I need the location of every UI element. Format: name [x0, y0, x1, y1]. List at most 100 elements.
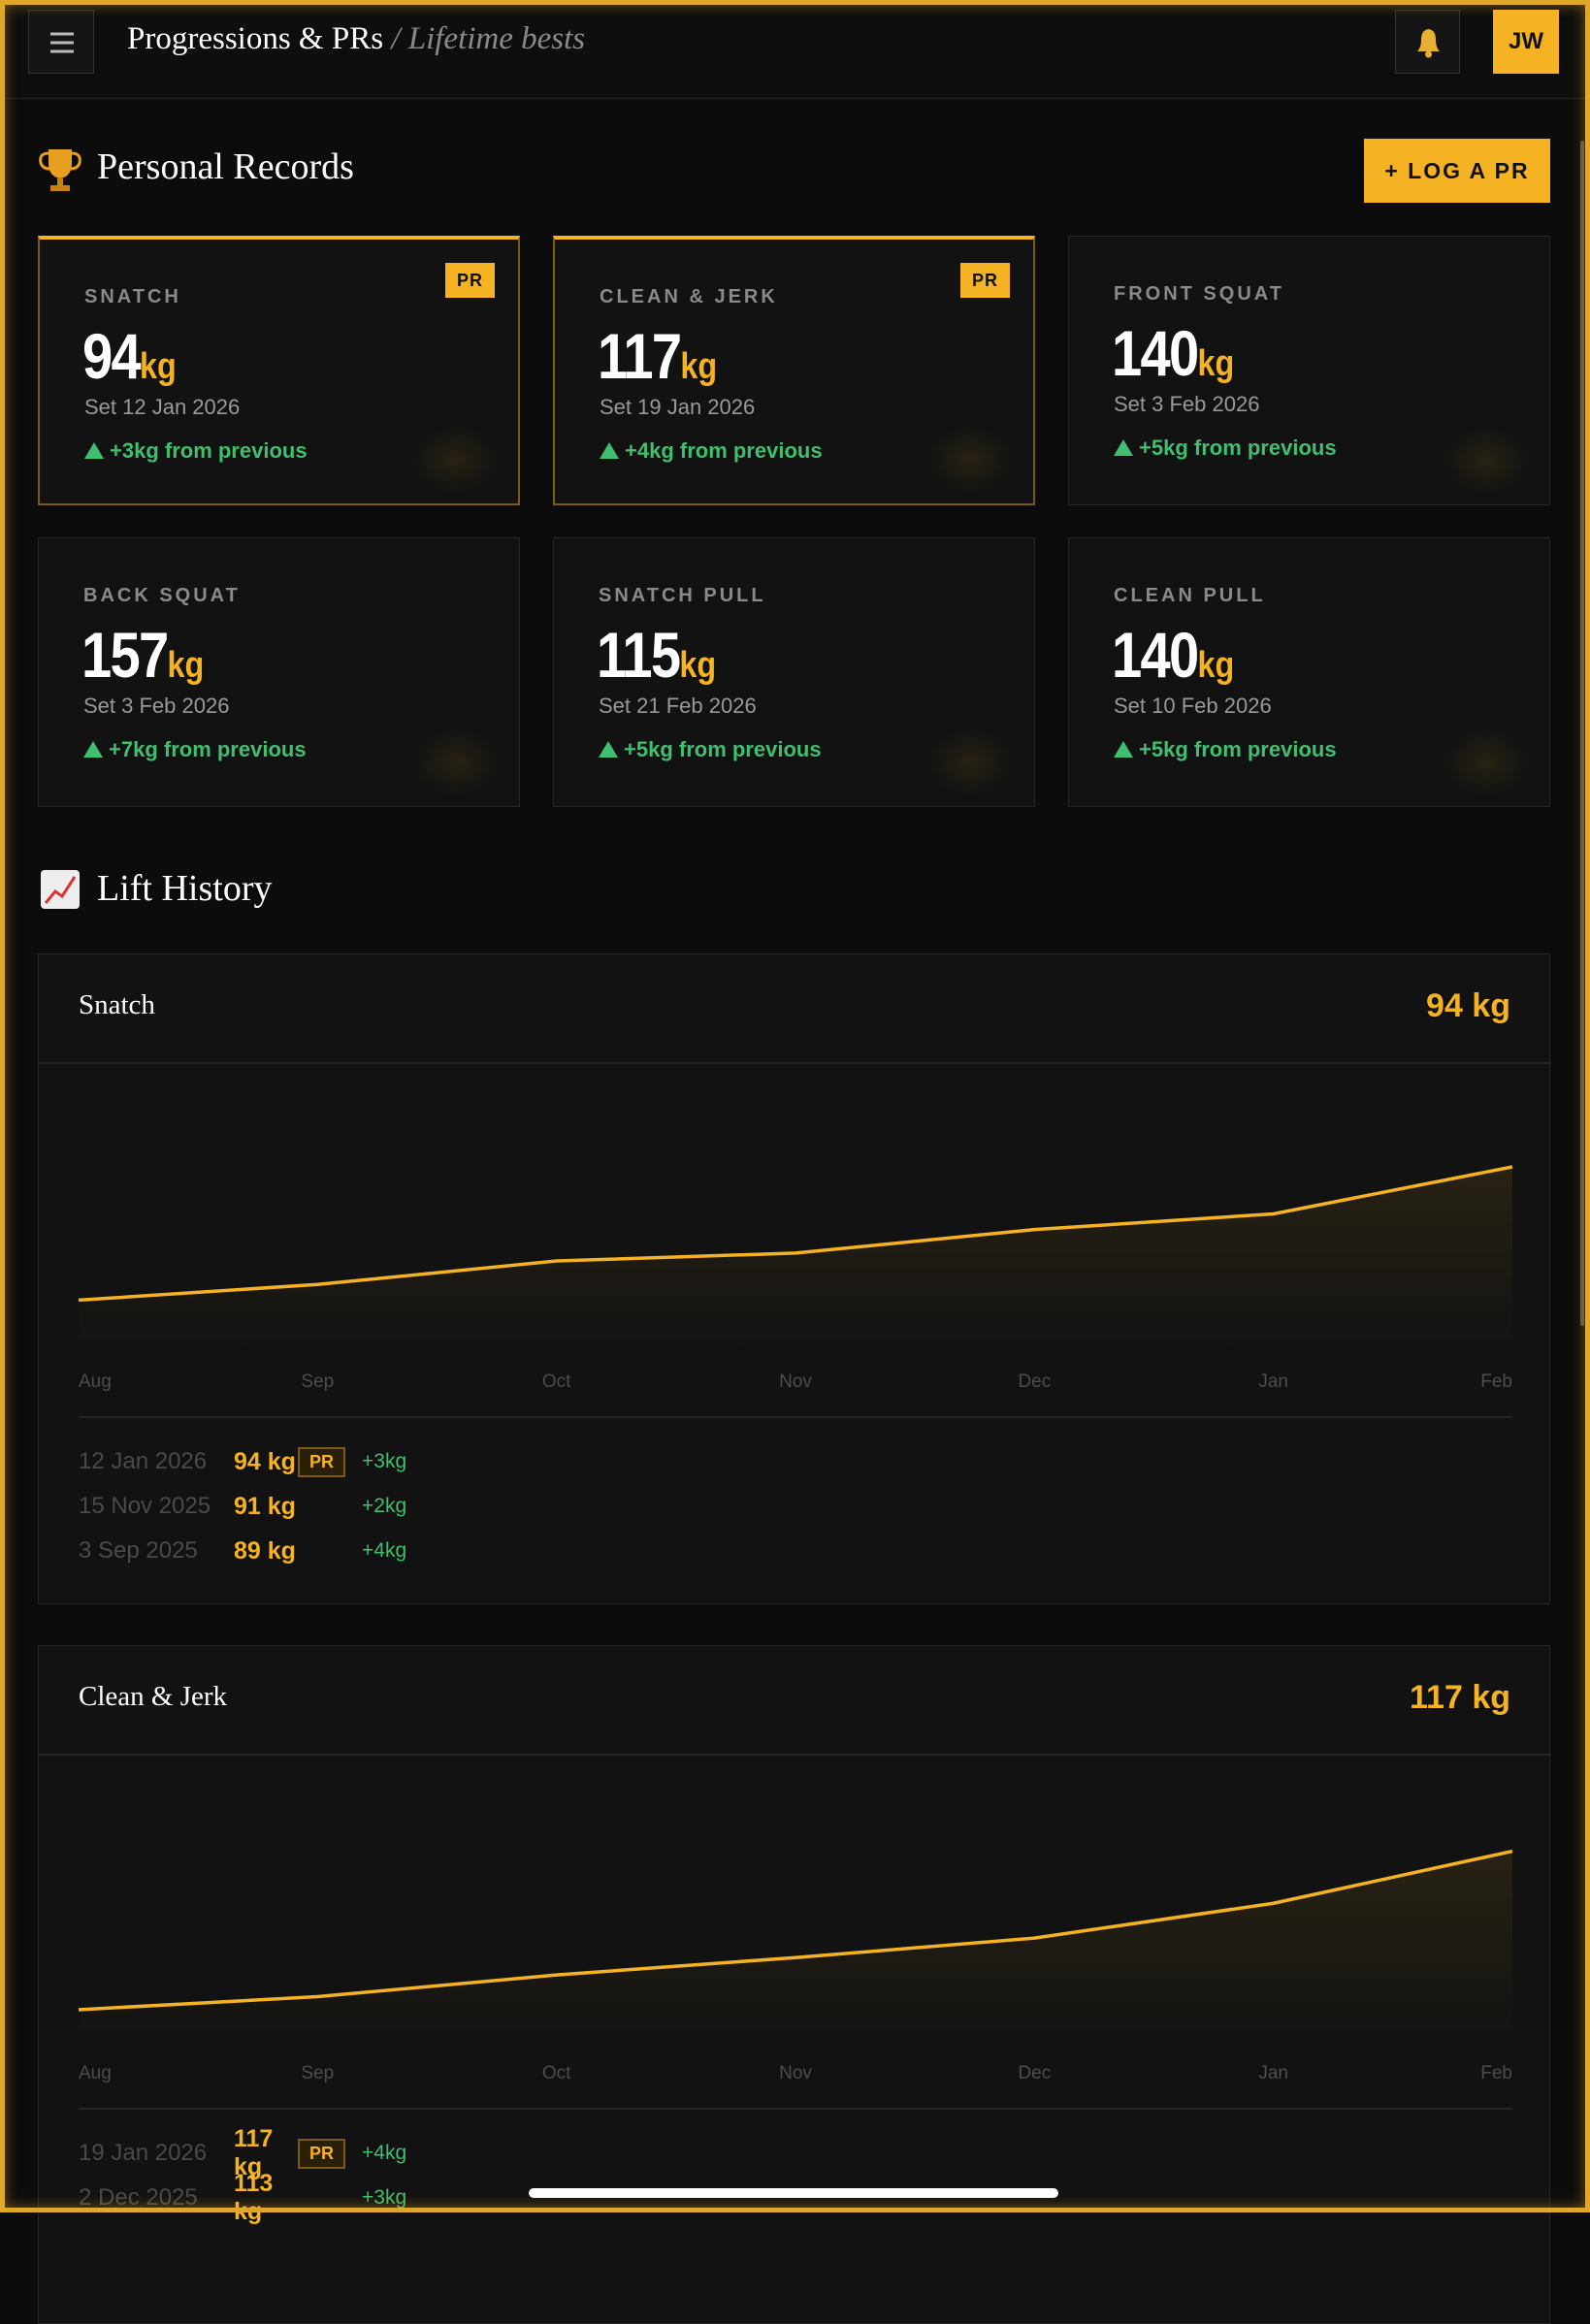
scrollbar [1580, 141, 1584, 1326]
record-delta-wrap: +5kg from previous [1114, 436, 1337, 461]
record-unit: kg [1197, 343, 1235, 384]
entry-delta: +2kg [362, 1495, 407, 1517]
entry-value: 117 kg [234, 2125, 274, 2180]
record-value-wrap: 94kg [82, 319, 177, 393]
up-arrow [1114, 741, 1133, 758]
menu-button[interactable] [28, 10, 94, 74]
entry-delta: +4kg [362, 2142, 407, 2164]
record-value: 140 [1112, 619, 1199, 691]
x-tick-label: Jan [1258, 1372, 1288, 1392]
pr-badge: PR [298, 1446, 346, 1477]
card-glow [926, 426, 1014, 494]
home-indicator [529, 2188, 1058, 2198]
up-arrow [84, 442, 104, 459]
record-value-wrap: 140kg [1112, 618, 1234, 692]
record-delta-wrap: +4kg from previous [600, 438, 823, 464]
log-pr-button[interactable]: + LOG A PR [1364, 139, 1550, 203]
x-tick-label: Oct [542, 2063, 571, 2083]
record-delta-wrap: +5kg from previous [1114, 737, 1337, 762]
card-glow [1443, 728, 1530, 796]
record-card[interactable]: SNATCH PULL 115kg Set 21 Feb 2026 +5kg from… [553, 537, 1035, 807]
record-value: 140 [1112, 317, 1199, 389]
entry-date: 3 Sep 2025 [79, 1537, 198, 1564]
title-wrap: Progressions & PRs / Lifetime bests [127, 21, 585, 57]
pr-badge: PR [298, 2138, 346, 2169]
record-delta: +5kg from previous [624, 737, 822, 761]
record-value: 115 [597, 619, 681, 691]
record-date: Set 21 Feb 2026 [599, 694, 757, 718]
record-delta-wrap: +7kg from previous [83, 737, 307, 762]
card-glow [412, 728, 500, 796]
record-date: Set 3 Feb 2026 [83, 694, 230, 718]
chart: Aug Sep Oct Nov Dec Jan Feb [39, 1062, 1551, 1418]
entry-date: 19 Jan 2026 [79, 2140, 208, 2166]
x-tick-label: Feb [1480, 1372, 1512, 1392]
record-value-wrap: 117kg [598, 319, 717, 393]
entry-value: 113 kg [234, 2170, 274, 2225]
lift-name: CLEAN & JERK [600, 286, 778, 307]
card-glow [1443, 427, 1530, 495]
card-glow [927, 728, 1015, 796]
record-card[interactable]: FRONT SQUAT 140kg Set 3 Feb 2026 +5kg from … [1068, 236, 1550, 505]
panel-summary: 117 kg [1410, 1679, 1510, 1716]
record-delta-wrap: +3kg from previous [84, 438, 308, 464]
entry-date: 12 Jan 2026 [79, 1448, 208, 1474]
entry-delta: +3kg [362, 2186, 407, 2209]
x-tick-label: Dec [1018, 2063, 1051, 2083]
x-tick-label: Nov [779, 1372, 812, 1392]
entry-value: 91 kg [234, 1492, 296, 1520]
x-tick-label: Oct [542, 1372, 571, 1392]
x-tick-label: Nov [779, 2063, 812, 2083]
record-value-wrap: 157kg [81, 618, 204, 692]
record-date: Set 19 Jan 2026 [600, 395, 756, 419]
badge-slot: PR [298, 1446, 362, 1477]
entry-delta: +4kg [362, 1539, 407, 1562]
record-value: 94 [82, 320, 142, 392]
record-card[interactable]: PR SNATCH 94kg Set 12 Jan 2026 +3kg from pre… [38, 236, 520, 505]
history-row: 12 Jan 2026 94 kg PR +3kg [79, 1442, 406, 1481]
x-tick-label: Aug [79, 2063, 112, 2083]
record-value: 117 [598, 320, 682, 392]
history-row: 19 Jan 2026 117 kg PR +4kg [79, 2125, 407, 2180]
lift-name: FRONT SQUAT [1114, 283, 1284, 305]
line [78, 1849, 1513, 2012]
record-unit: kg [167, 645, 205, 686]
record-date: Set 10 Feb 2026 [1114, 694, 1272, 718]
lift-name: SNATCH [84, 286, 181, 307]
up-arrow [599, 741, 618, 758]
record-card[interactable]: PR CLEAN & JERK 117kg Set 19 Jan 2026 +4kg f… [553, 236, 1035, 505]
panel-summary: 94 kg [1426, 987, 1510, 1024]
x-tick-label: Feb [1480, 2063, 1512, 2083]
record-date: Set 12 Jan 2026 [84, 395, 241, 419]
x-tick-label: Jan [1258, 2063, 1288, 2083]
history-row: 2 Dec 2025 113 kg +3kg [79, 2170, 407, 2225]
record-delta: +7kg from previous [109, 737, 307, 761]
record-delta: +3kg from previous [110, 438, 308, 463]
bell-icon [1417, 29, 1440, 58]
lift-panel: Snatch 94 kg Aug Sep Oct Nov Dec Jan Feb 12 Jan 2… [38, 953, 1551, 1604]
entry-date: 15 Nov 2025 [79, 1493, 211, 1519]
record-value-wrap: 140kg [1112, 316, 1234, 390]
x-tick-label: Sep [301, 1372, 334, 1392]
chart: Aug Sep Oct Nov Dec Jan Feb [39, 1754, 1551, 2110]
area [79, 1851, 1512, 2047]
record-unit: kg [140, 346, 177, 387]
lift-name: CLEAN PULL [1114, 585, 1266, 606]
panel-title: Clean & Jerk [79, 1681, 228, 1712]
up-arrow [600, 442, 619, 459]
section-title: Personal Records [97, 146, 354, 187]
page-subtitle: / Lifetime bests [391, 21, 586, 56]
record-card[interactable]: BACK SQUAT 157kg Set 3 Feb 2026 +7kg from p… [38, 537, 520, 807]
record-unit: kg [679, 645, 717, 686]
pr-badge: PR [960, 263, 1010, 298]
record-delta: +5kg from previous [1139, 737, 1337, 761]
trophy-icon [39, 149, 81, 191]
lift-name: BACK SQUAT [83, 585, 241, 606]
record-card[interactable]: CLEAN PULL 140kg Set 10 Feb 2026 +5kg from … [1068, 537, 1550, 807]
pr-badge: PR [445, 263, 495, 298]
avatar[interactable]: JW [1493, 10, 1559, 74]
top-bar: Progressions & PRs / Lifetime bests JW [0, 0, 1590, 99]
notifications-button[interactable] [1395, 10, 1460, 74]
record-value: 157 [81, 619, 169, 691]
